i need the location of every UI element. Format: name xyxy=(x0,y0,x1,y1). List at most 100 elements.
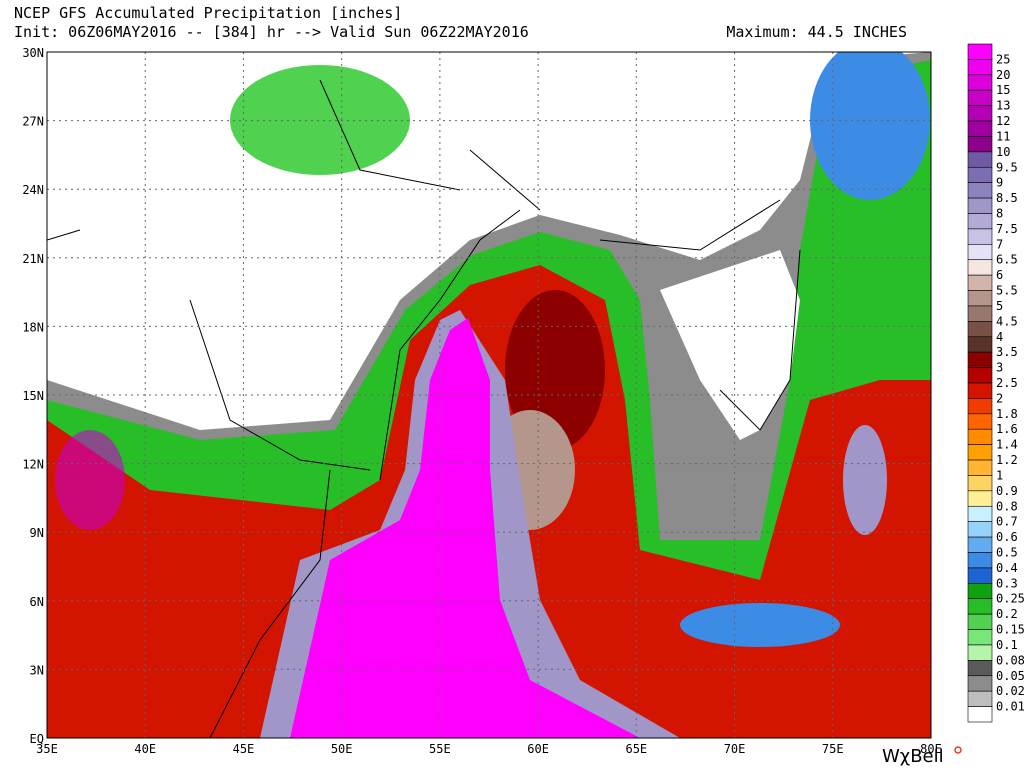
colorbar-box xyxy=(967,151,993,168)
colorbar-box xyxy=(967,244,993,261)
colorbar-label: 4 xyxy=(996,330,1003,344)
colorbar-label: 1.4 xyxy=(996,438,1018,452)
colorbar-box xyxy=(967,182,993,199)
colorbar-box xyxy=(967,598,993,615)
colorbar-box xyxy=(967,213,993,230)
colorbar-label: 0.25 xyxy=(996,592,1024,606)
colorbar-label: 7 xyxy=(996,237,1003,251)
india-land xyxy=(660,250,800,440)
lat-label: 12N xyxy=(22,458,44,472)
title: NCEP GFS Accumulated Precipitation [inch… xyxy=(14,4,402,22)
colorbar-box xyxy=(967,259,993,276)
colorbar-box xyxy=(967,567,993,584)
colorbar-label: 9 xyxy=(996,176,1003,190)
green-north xyxy=(230,65,410,175)
colorbar-box xyxy=(967,43,993,60)
colorbar-box xyxy=(967,367,993,384)
colorbar-box xyxy=(967,290,993,307)
colorbar-label: 0.4 xyxy=(996,561,1018,575)
colorbar-label: 25 xyxy=(996,52,1010,66)
colorbar-box xyxy=(967,690,993,707)
lat-label: 6N xyxy=(30,595,44,609)
colorbar-label: 0.05 xyxy=(996,669,1024,683)
colorbar-label: 1.2 xyxy=(996,453,1018,467)
colorbar-box xyxy=(967,59,993,76)
colorbar-box xyxy=(967,706,993,723)
lat-label: 3N xyxy=(30,663,44,677)
colorbar-box xyxy=(967,74,993,91)
colorbar-box xyxy=(967,629,993,646)
colorbar-box xyxy=(967,444,993,461)
lon-label: 65E xyxy=(625,742,647,756)
lon-label: 75E xyxy=(822,742,844,756)
lat-label: 15N xyxy=(22,389,44,403)
colorbar-label: 3 xyxy=(996,361,1003,375)
colorbar-box xyxy=(967,490,993,507)
colorbar-box xyxy=(967,459,993,476)
colorbar-box xyxy=(967,321,993,338)
colorbar-box xyxy=(967,351,993,368)
colorbar-label: 7.5 xyxy=(996,222,1018,236)
colorbar-label: 0.7 xyxy=(996,515,1018,529)
colorbar-box xyxy=(967,166,993,183)
colorbar-box xyxy=(967,505,993,522)
lon-label: 60E xyxy=(527,742,549,756)
colorbar-box xyxy=(967,613,993,630)
blue-ne xyxy=(810,52,930,200)
colorbar-label: 0.2 xyxy=(996,607,1018,621)
colorbar-box xyxy=(967,428,993,445)
colorbar-box xyxy=(967,552,993,569)
colorbar-label: 9.5 xyxy=(996,160,1018,174)
run-info: Init: 06Z06MAY2016 -- [384] hr --> Valid… xyxy=(14,23,529,41)
colorbar-box xyxy=(967,274,993,291)
blue-band xyxy=(680,603,840,647)
colorbar-box xyxy=(967,228,993,245)
colorbar-label: 0.15 xyxy=(996,623,1024,637)
colorbar-label: 0.9 xyxy=(996,484,1018,498)
colorbar-label: 4.5 xyxy=(996,314,1018,328)
colorbar-box xyxy=(967,89,993,106)
colorbar-label: 11 xyxy=(996,129,1010,143)
colorbar-label: 5.5 xyxy=(996,284,1018,298)
colorbar-label: 0.3 xyxy=(996,576,1018,590)
lat-label: 27N xyxy=(22,115,44,129)
lat-label: 21N xyxy=(22,252,44,266)
colorbar-label: 1.6 xyxy=(996,422,1018,436)
colorbar-label: 20 xyxy=(996,68,1010,82)
lat-label: EQ xyxy=(30,732,44,746)
colorbar-label: 13 xyxy=(996,99,1010,113)
lon-label: 70E xyxy=(724,742,746,756)
colorbar-box xyxy=(967,583,993,600)
lon-label: 35E xyxy=(36,742,58,756)
lon-label: 45E xyxy=(233,742,255,756)
colorbar-label: 5 xyxy=(996,299,1003,313)
colorbar-label: 1 xyxy=(996,468,1003,482)
colorbar-box xyxy=(967,536,993,553)
colorbar-label: 2 xyxy=(996,391,1003,405)
africa-max xyxy=(55,430,125,530)
lat-label: 9N xyxy=(30,526,44,540)
colorbar-box xyxy=(967,475,993,492)
colorbar-label: 2.5 xyxy=(996,376,1018,390)
colorbar-box xyxy=(967,336,993,353)
colorbar-label: 15 xyxy=(996,83,1010,97)
colorbar-box xyxy=(967,413,993,430)
colorbar-box xyxy=(967,521,993,538)
colorbar-label: 12 xyxy=(996,114,1010,128)
lon-label: 50E xyxy=(331,742,353,756)
ghats-max xyxy=(843,425,887,535)
colorbar-label: 0.08 xyxy=(996,653,1024,667)
lon-label: 40E xyxy=(134,742,156,756)
precip-field xyxy=(47,52,931,738)
colorbar-label: 8 xyxy=(996,207,1003,221)
colorbar-label: 1.8 xyxy=(996,407,1018,421)
watermark-dot xyxy=(954,746,962,754)
colorbar-box xyxy=(967,105,993,122)
colorbar-label: 8.5 xyxy=(996,191,1018,205)
maximum: Maximum: 44.5 INCHES xyxy=(726,23,907,41)
magenta-plume xyxy=(290,318,640,738)
colorbar-box xyxy=(967,120,993,137)
colorbar-box xyxy=(967,660,993,677)
